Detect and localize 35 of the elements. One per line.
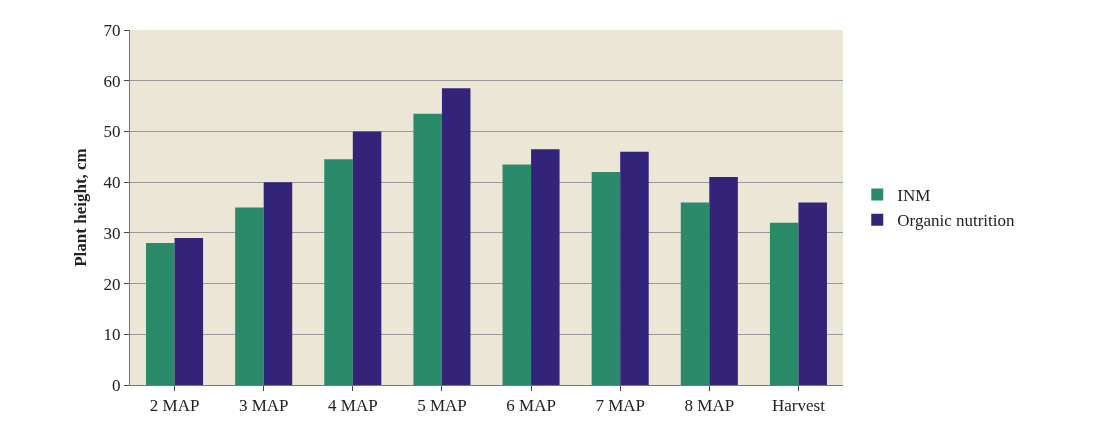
bar bbox=[798, 202, 827, 385]
bar bbox=[413, 113, 442, 385]
y-tick-label: 70 bbox=[103, 20, 121, 40]
y-tick-label: 10 bbox=[103, 325, 121, 345]
x-tick-label: 5 MAP bbox=[417, 396, 467, 416]
y-tick-label: 0 bbox=[112, 375, 121, 395]
y-tick-label: 40 bbox=[103, 173, 121, 193]
bar bbox=[591, 172, 621, 385]
bar bbox=[709, 177, 738, 385]
bar bbox=[146, 243, 175, 385]
bar bbox=[235, 207, 264, 385]
legend-label: Organic nutrition bbox=[897, 211, 1016, 231]
x-tick-label: 7 MAP bbox=[595, 396, 645, 416]
bar bbox=[174, 237, 204, 385]
bar bbox=[441, 88, 471, 385]
y-tick-label: 60 bbox=[103, 71, 121, 91]
legend-label: INM bbox=[897, 186, 931, 206]
x-tick-label: 3 MAP bbox=[238, 396, 289, 416]
bar bbox=[531, 149, 560, 385]
x-tick-label: 4 MAP bbox=[328, 396, 378, 416]
x-tick-label: Harvest bbox=[772, 396, 826, 416]
x-tick-label: 8 MAP bbox=[684, 396, 735, 416]
bar bbox=[352, 131, 382, 385]
x-tick-label: 6 MAP bbox=[506, 396, 556, 416]
y-tick-label: 50 bbox=[103, 122, 121, 142]
y-tick-label: 30 bbox=[103, 223, 121, 243]
y-tick-label: 20 bbox=[103, 274, 121, 294]
bar bbox=[502, 164, 532, 385]
bar bbox=[620, 151, 649, 385]
x-tick-label: 2 MAP bbox=[149, 396, 200, 416]
bar bbox=[680, 202, 710, 385]
bar bbox=[263, 182, 293, 385]
y-axis-title: Plant height, cm bbox=[71, 148, 90, 267]
bar bbox=[324, 159, 353, 385]
bar bbox=[769, 222, 799, 385]
